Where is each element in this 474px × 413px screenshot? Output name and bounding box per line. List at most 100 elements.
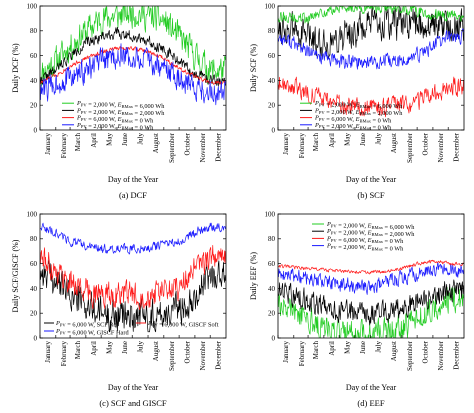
series-line-green	[40, 6, 226, 87]
legend-part: = 6,000 Wh	[371, 103, 403, 110]
series-group	[40, 6, 226, 106]
y-tick-label: 20	[268, 102, 276, 110]
legend-part: = 0 Wh	[371, 125, 392, 132]
y-tick-label: 0	[34, 334, 38, 342]
legend-part: = 2,000 W,	[337, 244, 368, 251]
y-tick-label: 100	[265, 2, 276, 10]
x-tick-label: July	[136, 341, 144, 353]
legend-sub: BMax	[359, 104, 371, 109]
panel-d: 0 20 40 60 80 100 January February March April May…	[249, 210, 465, 408]
x-tick-label: February	[60, 133, 68, 159]
legend-sub: BMax	[371, 246, 383, 251]
legend-part: = 0 Wh	[383, 245, 404, 252]
legend-var: P	[326, 228, 331, 235]
legend-sub: BMax	[121, 118, 133, 123]
legend-part: = 2,000 W,	[337, 230, 368, 237]
y-tick-label: 40	[30, 285, 38, 293]
x-tick-label: February	[60, 341, 68, 367]
legend-var: P	[55, 320, 60, 327]
legend-sub: PV	[81, 103, 88, 108]
y-tick-label: 0	[272, 126, 276, 134]
legend-sub: PV	[319, 110, 326, 115]
legend-var: E	[355, 123, 360, 130]
legend-part: = 2,000 Wh	[133, 110, 165, 117]
series-line-black	[40, 259, 226, 333]
legend-var: E	[355, 116, 360, 123]
x-tick-label: December	[452, 132, 460, 161]
x-tick-label: August	[152, 133, 160, 153]
plot-frame	[277, 213, 465, 339]
legend-var: P	[326, 221, 331, 228]
legend-label: PPV = 2,000 W, EBMax = 6,000 Wh	[314, 100, 403, 110]
legend-sub: PV	[81, 110, 88, 115]
legend-var: E	[117, 109, 122, 116]
legend-label: PPV = 6,000 W, GISCF Hard	[55, 328, 129, 336]
y-tick-label: 40	[268, 77, 276, 85]
legend-sub: PV	[81, 124, 88, 129]
x-tick-label: November	[437, 340, 445, 370]
x-tick-label: May	[105, 341, 113, 354]
legend-part: = 6,000 W,	[87, 116, 118, 123]
x-tick-label: February	[298, 133, 306, 159]
x-tick-label: June	[359, 133, 367, 146]
legend-var: P	[76, 107, 81, 114]
x-tick-label: December	[214, 340, 222, 369]
legend-var: P	[314, 115, 319, 122]
x-tick-label: May	[343, 341, 351, 354]
y-tick-label: 20	[30, 102, 38, 110]
legend-part: = 0 Wh	[383, 238, 404, 245]
legend-sub: PV	[60, 330, 67, 335]
legend-part: = 2,000 Wh	[371, 110, 403, 117]
y-tick-label: 80	[268, 27, 276, 35]
legend-part: = 0 Wh	[371, 117, 392, 124]
legend-label: PPV = 6,000 W, EBMax = 0 Wh	[326, 235, 404, 245]
legend-var: E	[117, 123, 122, 130]
legend-var: E	[117, 116, 122, 123]
x-tick-label: April	[328, 341, 336, 356]
x-axis-title: Day of the Year	[108, 175, 159, 184]
legend-var: E	[355, 102, 360, 109]
y-tick-label: 100	[265, 210, 276, 218]
series-line-green	[278, 6, 464, 24]
x-tick-label: June	[121, 133, 129, 146]
legend-label: PPV = 6,000 W, EBMax = 0 Wh	[76, 115, 154, 125]
series-group	[278, 6, 464, 118]
legend-sub: BMax	[371, 232, 383, 237]
legend-sub: BMax	[359, 126, 371, 131]
legend-label: PPV = 2,000 W, EBMax = 0 Wh	[314, 122, 392, 132]
legend-label: PPV = 6,000 W, SCF Ref	[55, 320, 119, 328]
panel-b: 0 20 40 60 80 100 January February March April May…	[249, 2, 465, 200]
legend-var: P	[326, 243, 331, 250]
legend-var: E	[367, 237, 372, 244]
legend-sub: PV	[152, 322, 159, 327]
legend-var: P	[76, 115, 81, 122]
y-tick-label: 40	[30, 77, 38, 85]
series-line-black	[40, 26, 226, 87]
legend-sub: PV	[319, 117, 326, 122]
y-tick-label: 60	[268, 52, 276, 60]
legend-sub: PV	[319, 124, 326, 129]
x-tick-label: January	[282, 341, 290, 363]
y-axis-title: Daily DCF (%)	[11, 43, 20, 93]
legend-var: P	[147, 320, 152, 327]
legend-sub: BMax	[121, 104, 133, 109]
series-line-black	[278, 279, 464, 326]
legend-label: PPV = 2,000 W, EBMax = 0 Wh	[326, 243, 404, 253]
legend-var: P	[314, 122, 319, 129]
y-tick-label: 80	[30, 27, 38, 35]
x-tick-label: December	[452, 340, 460, 369]
legend-var: P	[314, 100, 319, 107]
x-tick-label: March	[312, 341, 320, 360]
legend-part: = 6,000 Wh	[133, 103, 165, 110]
x-tick-label: August	[152, 341, 160, 361]
x-tick-label: October	[183, 132, 191, 155]
x-tick-label: June	[121, 341, 129, 354]
legend-part: = 2,000 W,	[325, 109, 356, 116]
legend-var: E	[117, 102, 122, 109]
y-tick-label: 40	[268, 285, 276, 293]
legend-sub: PV	[319, 103, 326, 108]
x-tick-label: September	[406, 132, 414, 163]
legend-part: = 6,000 W, GISCF Soft	[158, 321, 219, 328]
